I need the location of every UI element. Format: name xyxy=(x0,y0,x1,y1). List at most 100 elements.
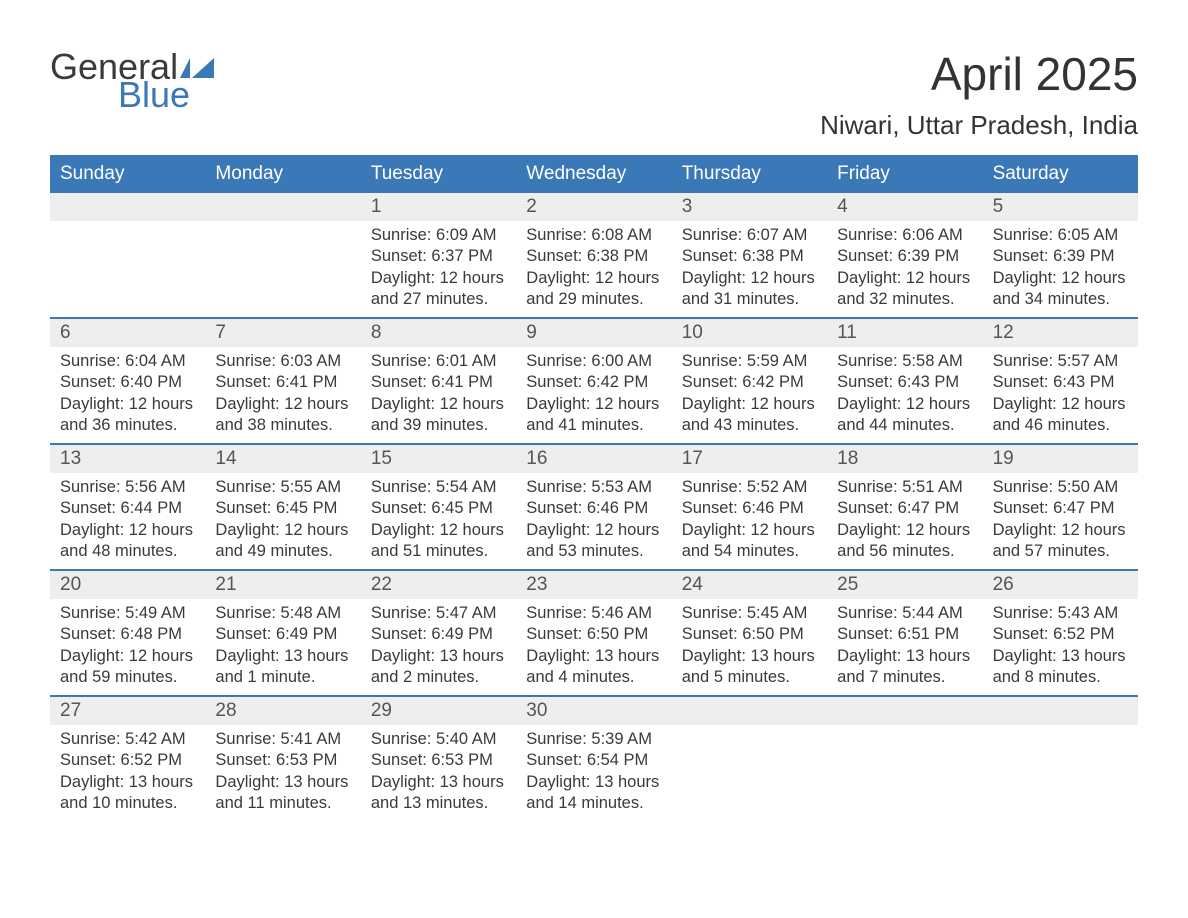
week-2: 6789101112Sunrise: 6:04 AMSunset: 6:40 P… xyxy=(50,317,1138,443)
day-cell: Sunrise: 5:53 AMSunset: 6:46 PMDaylight:… xyxy=(516,473,671,569)
daylight-text: Daylight: 13 hours and 13 minutes. xyxy=(371,772,506,814)
sunset-text: Sunset: 6:54 PM xyxy=(526,750,661,771)
sunset-text: Sunset: 6:48 PM xyxy=(60,624,195,645)
daylight-text: Daylight: 13 hours and 7 minutes. xyxy=(837,646,972,688)
daylight-text: Daylight: 12 hours and 46 minutes. xyxy=(993,394,1128,436)
sunset-text: Sunset: 6:40 PM xyxy=(60,372,195,393)
sunset-text: Sunset: 6:41 PM xyxy=(371,372,506,393)
sunrise-text: Sunrise: 6:07 AM xyxy=(682,225,817,246)
sunrise-text: Sunrise: 5:48 AM xyxy=(215,603,350,624)
brand-word-2: Blue xyxy=(118,78,190,112)
sunrise-text: Sunrise: 5:57 AM xyxy=(993,351,1128,372)
sunrise-text: Sunrise: 5:49 AM xyxy=(60,603,195,624)
daylight-text: Daylight: 12 hours and 51 minutes. xyxy=(371,520,506,562)
day-cell: Sunrise: 5:58 AMSunset: 6:43 PMDaylight:… xyxy=(827,347,982,443)
sunrise-text: Sunrise: 5:43 AM xyxy=(993,603,1128,624)
day-cell: Sunrise: 5:56 AMSunset: 6:44 PMDaylight:… xyxy=(50,473,205,569)
sunset-text: Sunset: 6:51 PM xyxy=(837,624,972,645)
sunset-text: Sunset: 6:37 PM xyxy=(371,246,506,267)
week-3: 13141516171819Sunrise: 5:56 AMSunset: 6:… xyxy=(50,443,1138,569)
daylight-text: Daylight: 13 hours and 4 minutes. xyxy=(526,646,661,688)
day-cell: Sunrise: 5:52 AMSunset: 6:46 PMDaylight:… xyxy=(672,473,827,569)
sunset-text: Sunset: 6:38 PM xyxy=(526,246,661,267)
week-4: 20212223242526Sunrise: 5:49 AMSunset: 6:… xyxy=(50,569,1138,695)
daylight-text: Daylight: 13 hours and 5 minutes. xyxy=(682,646,817,688)
daylight-text: Daylight: 13 hours and 8 minutes. xyxy=(993,646,1128,688)
daylight-text: Daylight: 12 hours and 27 minutes. xyxy=(371,268,506,310)
day-number: 10 xyxy=(672,319,827,347)
sunset-text: Sunset: 6:46 PM xyxy=(682,498,817,519)
page-title: April 2025 xyxy=(820,50,1138,98)
day-number: 22 xyxy=(361,571,516,599)
sunrise-text: Sunrise: 5:59 AM xyxy=(682,351,817,372)
day-number: 30 xyxy=(516,697,671,725)
day-number xyxy=(205,193,360,221)
daylight-text: Daylight: 12 hours and 43 minutes. xyxy=(682,394,817,436)
day-cell xyxy=(50,221,205,317)
day-cell: Sunrise: 6:09 AMSunset: 6:37 PMDaylight:… xyxy=(361,221,516,317)
sunrise-text: Sunrise: 5:54 AM xyxy=(371,477,506,498)
sunrise-text: Sunrise: 5:50 AM xyxy=(993,477,1128,498)
sunrise-text: Sunrise: 5:44 AM xyxy=(837,603,972,624)
day-number: 23 xyxy=(516,571,671,599)
day-number: 12 xyxy=(983,319,1138,347)
sunrise-text: Sunrise: 5:55 AM xyxy=(215,477,350,498)
daylight-text: Daylight: 12 hours and 31 minutes. xyxy=(682,268,817,310)
daylight-text: Daylight: 12 hours and 38 minutes. xyxy=(215,394,350,436)
weeks-container: 12345Sunrise: 6:09 AMSunset: 6:37 PMDayl… xyxy=(50,193,1138,821)
sunset-text: Sunset: 6:42 PM xyxy=(526,372,661,393)
daylight-text: Daylight: 12 hours and 53 minutes. xyxy=(526,520,661,562)
day-number: 25 xyxy=(827,571,982,599)
sunrise-text: Sunrise: 6:06 AM xyxy=(837,225,972,246)
day-cell: Sunrise: 5:47 AMSunset: 6:49 PMDaylight:… xyxy=(361,599,516,695)
dow-saturday: Saturday xyxy=(983,155,1138,193)
sunset-text: Sunset: 6:49 PM xyxy=(371,624,506,645)
daylight-text: Daylight: 12 hours and 29 minutes. xyxy=(526,268,661,310)
sunrise-text: Sunrise: 6:08 AM xyxy=(526,225,661,246)
calendar: SundayMondayTuesdayWednesdayThursdayFrid… xyxy=(50,155,1138,821)
day-number: 17 xyxy=(672,445,827,473)
day-cell: Sunrise: 5:40 AMSunset: 6:53 PMDaylight:… xyxy=(361,725,516,821)
sunrise-text: Sunrise: 5:56 AM xyxy=(60,477,195,498)
day-number: 14 xyxy=(205,445,360,473)
dow-thursday: Thursday xyxy=(672,155,827,193)
day-cell: Sunrise: 5:45 AMSunset: 6:50 PMDaylight:… xyxy=(672,599,827,695)
sunset-text: Sunset: 6:42 PM xyxy=(682,372,817,393)
sunrise-text: Sunrise: 6:04 AM xyxy=(60,351,195,372)
day-number: 18 xyxy=(827,445,982,473)
week-1: 12345Sunrise: 6:09 AMSunset: 6:37 PMDayl… xyxy=(50,193,1138,317)
day-number: 27 xyxy=(50,697,205,725)
sunset-text: Sunset: 6:53 PM xyxy=(215,750,350,771)
day-number: 24 xyxy=(672,571,827,599)
day-cell: Sunrise: 6:07 AMSunset: 6:38 PMDaylight:… xyxy=(672,221,827,317)
day-cell: Sunrise: 5:49 AMSunset: 6:48 PMDaylight:… xyxy=(50,599,205,695)
day-number xyxy=(672,697,827,725)
sunrise-text: Sunrise: 5:41 AM xyxy=(215,729,350,750)
sunrise-text: Sunrise: 5:40 AM xyxy=(371,729,506,750)
sunset-text: Sunset: 6:43 PM xyxy=(993,372,1128,393)
day-cell: Sunrise: 5:59 AMSunset: 6:42 PMDaylight:… xyxy=(672,347,827,443)
dow-sunday: Sunday xyxy=(50,155,205,193)
dow-friday: Friday xyxy=(827,155,982,193)
sunrise-text: Sunrise: 5:46 AM xyxy=(526,603,661,624)
sunrise-text: Sunrise: 5:52 AM xyxy=(682,477,817,498)
sunset-text: Sunset: 6:52 PM xyxy=(60,750,195,771)
sunset-text: Sunset: 6:50 PM xyxy=(526,624,661,645)
sunrise-text: Sunrise: 5:45 AM xyxy=(682,603,817,624)
sunrise-text: Sunrise: 6:03 AM xyxy=(215,351,350,372)
day-cell: Sunrise: 5:42 AMSunset: 6:52 PMDaylight:… xyxy=(50,725,205,821)
sunset-text: Sunset: 6:45 PM xyxy=(215,498,350,519)
day-cell: Sunrise: 6:03 AMSunset: 6:41 PMDaylight:… xyxy=(205,347,360,443)
daylight-text: Daylight: 13 hours and 11 minutes. xyxy=(215,772,350,814)
sunset-text: Sunset: 6:38 PM xyxy=(682,246,817,267)
day-number: 5 xyxy=(983,193,1138,221)
day-number: 11 xyxy=(827,319,982,347)
sunrise-text: Sunrise: 6:09 AM xyxy=(371,225,506,246)
sunrise-text: Sunrise: 5:39 AM xyxy=(526,729,661,750)
daylight-text: Daylight: 12 hours and 34 minutes. xyxy=(993,268,1128,310)
day-number: 13 xyxy=(50,445,205,473)
day-cell: Sunrise: 5:48 AMSunset: 6:49 PMDaylight:… xyxy=(205,599,360,695)
day-number xyxy=(50,193,205,221)
day-number: 20 xyxy=(50,571,205,599)
daylight-text: Daylight: 12 hours and 39 minutes. xyxy=(371,394,506,436)
